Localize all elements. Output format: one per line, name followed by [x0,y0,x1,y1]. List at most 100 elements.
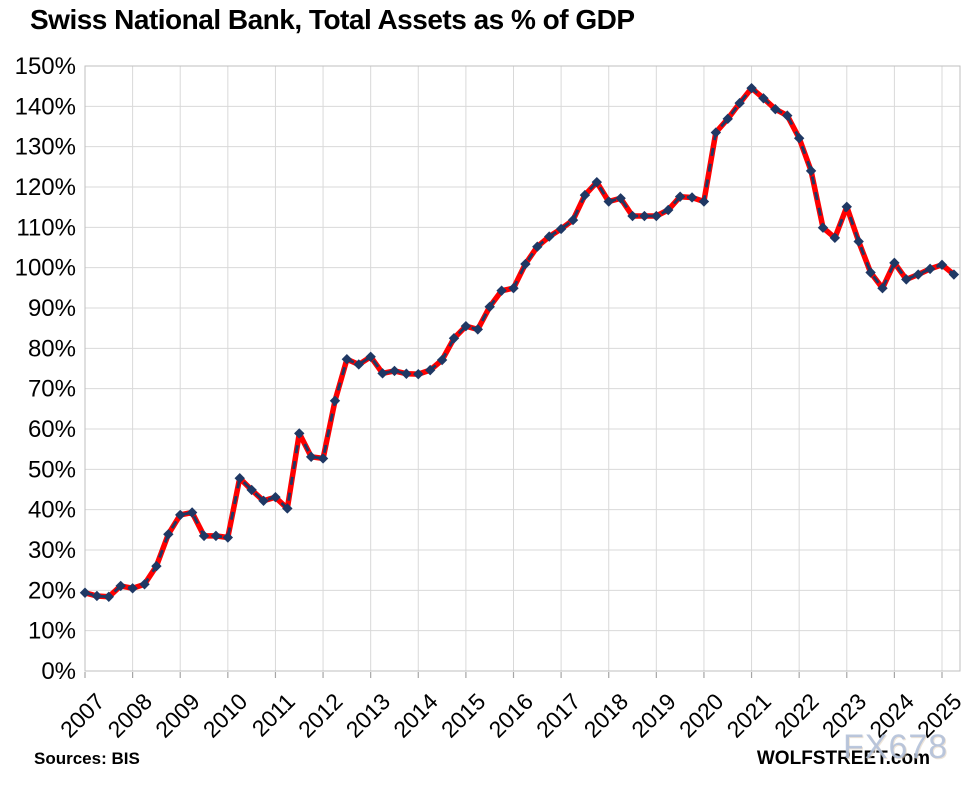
data-point-marker [877,283,888,294]
x-tick-label: 2020 [674,688,729,743]
data-point-marker [103,591,115,602]
y-tick-label: 10% [28,618,76,645]
data-point-marker [853,236,864,247]
data-point-marker [210,530,222,542]
data-point-marker [686,192,698,203]
data-point-marker [341,354,353,365]
data-point-marker [186,507,198,518]
data-point-marker [603,196,614,207]
x-tick-label: 2011 [247,688,300,741]
series-line-dashed [84,86,955,599]
data-point-marker [460,320,472,332]
x-tick-label: 2019 [626,688,681,743]
data-point-marker [865,267,876,278]
data-point-marker [889,257,900,269]
x-tick-label: 2009 [150,688,205,743]
data-point-marker [151,560,162,572]
data-point-marker [139,579,150,590]
data-point-marker [698,196,710,207]
data-point-marker [270,491,281,503]
data-point-marker [472,324,483,335]
y-tick-label: 0% [41,658,76,685]
data-point-marker [496,285,507,296]
data-point-marker [424,364,436,376]
y-tick-label: 100% [15,255,76,282]
data-point-marker [222,532,234,543]
data-point-marker [317,453,329,464]
data-point-marker [841,201,852,212]
y-tick-label: 110% [16,214,76,241]
data-point-marker [508,283,519,294]
x-tick-label: 2010 [198,688,253,743]
data-point-marker [651,210,662,222]
data-point-marker [710,127,722,138]
x-tick-label: 2016 [483,688,538,743]
data-point-marker [520,258,531,270]
data-point-marker [234,473,245,484]
data-point-marker [258,495,269,506]
x-tick-label: 2021 [722,688,777,743]
data-point-marker [294,428,305,439]
y-tick-label: 130% [15,134,76,161]
y-tick-label: 20% [28,577,76,604]
data-point-marker [532,241,543,252]
data-point-marker [829,232,841,244]
data-point-marker [901,274,912,285]
data-point-marker [484,301,495,312]
data-point-marker [567,214,579,226]
x-tick-label: 2022 [769,688,824,743]
data-point-marker [436,354,448,366]
data-point-marker [198,530,210,542]
data-point-marker [663,204,674,216]
data-point-marker [734,97,745,109]
data-point-marker [329,395,341,406]
data-point-marker [246,484,257,496]
data-point-marker [401,368,412,379]
y-tick-label: 80% [28,335,76,362]
x-tick-label: 2018 [579,688,634,743]
data-point-marker [365,351,376,363]
data-point-marker [127,583,138,594]
x-tick-label: 2013 [341,688,396,743]
data-point-marker [912,269,924,280]
watermark-text: FX678 [843,728,949,766]
y-tick-label: 90% [28,295,76,322]
data-point-marker [544,231,555,242]
data-point-marker [782,110,793,121]
data-point-marker [674,191,686,202]
x-tick-label: 2008 [103,688,158,743]
data-point-marker [448,333,460,344]
brand-label: WOLFSTREET.com [756,748,930,769]
data-point-marker [722,113,733,125]
x-tick-label: 2012 [293,688,348,743]
data-point-marker [770,103,781,115]
series-line-red [82,85,957,600]
y-tick-label: 120% [15,174,76,201]
data-point-marker [627,210,638,222]
data-point-marker [413,368,424,380]
data-point-marker [579,189,591,201]
data-point-marker [353,359,364,370]
data-point-marker [948,269,960,280]
y-tick-label: 50% [28,456,76,483]
x-tick-label: 2017 [531,688,586,743]
data-point-marker [305,451,317,463]
plot-border [84,65,961,672]
data-point-marker [805,165,817,177]
sources-label: Sources: BIS [34,749,140,768]
x-tick-label: 2015 [436,688,491,743]
data-point-marker [817,222,829,233]
data-point-marker [924,263,936,275]
y-tick-label: 150% [15,53,76,80]
y-tick-label: 60% [28,416,76,443]
y-tick-label: 70% [28,376,76,403]
data-point-marker [615,193,626,204]
data-point-marker [282,503,293,514]
data-point-marker [936,259,948,271]
data-point-marker [377,368,388,379]
data-point-marker [639,210,650,222]
data-point-marker [163,529,174,540]
data-point-marker [79,587,91,598]
